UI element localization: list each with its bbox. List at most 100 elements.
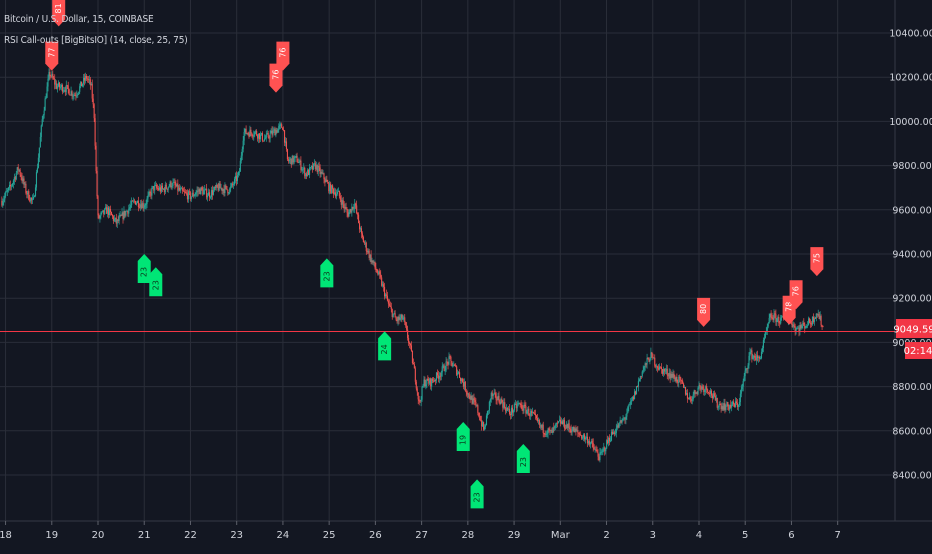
- sell-callout-marker[interactable]: 77: [45, 41, 59, 71]
- candle-body: [91, 83, 93, 99]
- sell-callout-marker[interactable]: 76: [789, 280, 803, 310]
- candle-body: [699, 385, 701, 387]
- candle-body: [488, 401, 490, 411]
- sell-callout-marker[interactable]: 75: [810, 247, 824, 277]
- candle-body: [724, 403, 726, 411]
- candle-body: [634, 391, 636, 400]
- sell-callout-marker[interactable]: 76: [269, 63, 283, 93]
- callout-rsi-value: 80: [699, 304, 708, 314]
- candle-body: [4, 195, 6, 200]
- sell-callout-marker[interactable]: 81: [52, 0, 66, 27]
- candle-body: [8, 187, 10, 191]
- buy-callout-marker[interactable]: 19: [456, 421, 470, 451]
- candle-body: [641, 371, 643, 377]
- sell-callout-marker[interactable]: 80: [697, 297, 711, 327]
- candle-body: [402, 317, 404, 320]
- candle-body: [61, 84, 63, 92]
- candle-body: [567, 423, 569, 428]
- candle-body: [657, 366, 659, 369]
- candle-body: [271, 130, 273, 135]
- candle-body: [576, 430, 578, 432]
- indicator-title[interactable]: RSI Call-outs [BigBitsIO] (14, close, 25…: [4, 35, 188, 46]
- candle-body: [700, 386, 702, 390]
- candle-body: [275, 130, 277, 136]
- candle-body: [384, 294, 387, 297]
- candle-body: [356, 205, 358, 214]
- candle-body: [307, 169, 309, 177]
- candle-body: [46, 86, 48, 98]
- candle-body: [208, 192, 211, 198]
- candle-body: [556, 422, 558, 425]
- callout-rsi-value: 23: [322, 271, 331, 281]
- candle-body: [352, 206, 354, 209]
- buy-callout-marker[interactable]: 24: [378, 331, 392, 361]
- candle-body: [652, 354, 654, 359]
- candle-body: [809, 318, 811, 323]
- candle-body: [721, 406, 723, 410]
- buy-callout-marker[interactable]: 23: [470, 479, 484, 509]
- time-axis-panel[interactable]: [0, 521, 932, 550]
- candle-body: [607, 440, 609, 444]
- buy-callout-marker[interactable]: 23: [137, 254, 151, 283]
- candle-body: [758, 357, 760, 358]
- candle-body: [542, 424, 544, 434]
- candle-body: [60, 84, 63, 87]
- buy-callout-marker[interactable]: 23: [149, 267, 163, 297]
- buy-callout-marker[interactable]: 23: [320, 258, 334, 288]
- candle-body: [513, 404, 515, 411]
- candle-body: [801, 325, 803, 328]
- callout-shape: [789, 280, 803, 310]
- candle-body: [760, 351, 763, 359]
- candle-body: [773, 313, 775, 321]
- candle-body: [642, 369, 644, 372]
- candle-body: [728, 406, 730, 410]
- candle-body: [579, 433, 581, 436]
- candle-body: [748, 355, 750, 366]
- candle-body: [819, 316, 821, 320]
- candle-body: [300, 160, 302, 170]
- candle-body: [767, 323, 769, 327]
- candle-body: [794, 326, 796, 332]
- candle-body: [124, 210, 126, 216]
- candle-body: [24, 183, 26, 185]
- candle-body: [614, 433, 616, 434]
- candle-body: [143, 207, 145, 209]
- candle-body: [475, 402, 477, 406]
- candle-body: [364, 242, 366, 244]
- candle-body: [16, 167, 18, 174]
- candle-body: [101, 211, 103, 214]
- sell-callout-marker[interactable]: 76: [276, 41, 290, 71]
- candle-body: [181, 188, 183, 190]
- candle-body: [519, 403, 521, 405]
- y-tick-label: 10400.00: [889, 29, 932, 40]
- price-axis-panel[interactable]: [895, 0, 932, 550]
- candle-body: [672, 373, 674, 378]
- candle-body: [541, 424, 543, 428]
- candle-body: [606, 440, 608, 449]
- candle-body: [226, 186, 228, 190]
- candle-body: [627, 407, 629, 414]
- buy-callout-marker[interactable]: 23: [516, 444, 530, 474]
- candle-body: [90, 83, 92, 86]
- candle-body: [254, 131, 256, 136]
- candle-body: [224, 185, 226, 194]
- symbol-title[interactable]: Bitcoin / U.S. Dollar, 15, COINBASE: [4, 14, 154, 25]
- candle-body: [602, 448, 604, 452]
- candle-body: [103, 210, 105, 215]
- candle-body: [691, 399, 693, 401]
- candle-body: [36, 167, 38, 173]
- candle-body: [312, 163, 314, 170]
- candle-body: [798, 327, 800, 332]
- candle-body: [514, 403, 516, 405]
- candle-body: [564, 428, 566, 429]
- candle-body: [539, 424, 541, 426]
- candle-body: [635, 386, 638, 395]
- candle-body: [161, 185, 163, 189]
- candle-body: [80, 81, 82, 87]
- candle-body: [389, 305, 391, 307]
- candle-body: [712, 393, 714, 399]
- candle-body: [98, 215, 100, 219]
- candle-body: [380, 274, 382, 278]
